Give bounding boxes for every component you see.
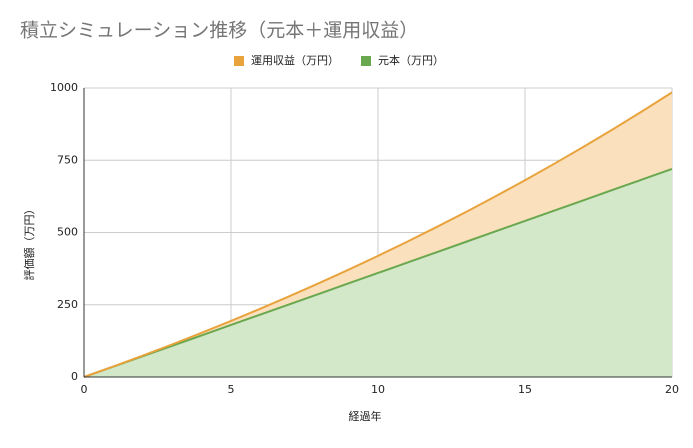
- legend-label: 運用収益（万円）: [251, 53, 339, 67]
- x-tick-label: 0: [81, 383, 88, 396]
- x-tick-label: 5: [228, 383, 235, 396]
- legend-label: 元本（万円）: [378, 53, 444, 67]
- legend-swatch: [361, 56, 371, 66]
- line: [83, 167, 673, 378]
- y-tick-label: 250: [57, 298, 78, 311]
- y-axis-title: 評価額（万円）: [22, 204, 36, 281]
- y-tick-label: 500: [57, 226, 78, 239]
- x-tick-label: 20: [665, 383, 679, 396]
- line: [83, 91, 673, 378]
- x-tick-label: 15: [518, 383, 532, 396]
- x-axis-title: 経過年: [349, 409, 382, 423]
- y-tick-label: 1000: [50, 81, 78, 94]
- y-tick-label: 750: [57, 153, 78, 166]
- x-tick-label: 10: [371, 383, 385, 396]
- y-tick-label: 0: [71, 370, 78, 383]
- legend-swatch: [234, 56, 244, 66]
- chart-title: 積立シミュレーション推移（元本＋運用収益）: [20, 20, 418, 42]
